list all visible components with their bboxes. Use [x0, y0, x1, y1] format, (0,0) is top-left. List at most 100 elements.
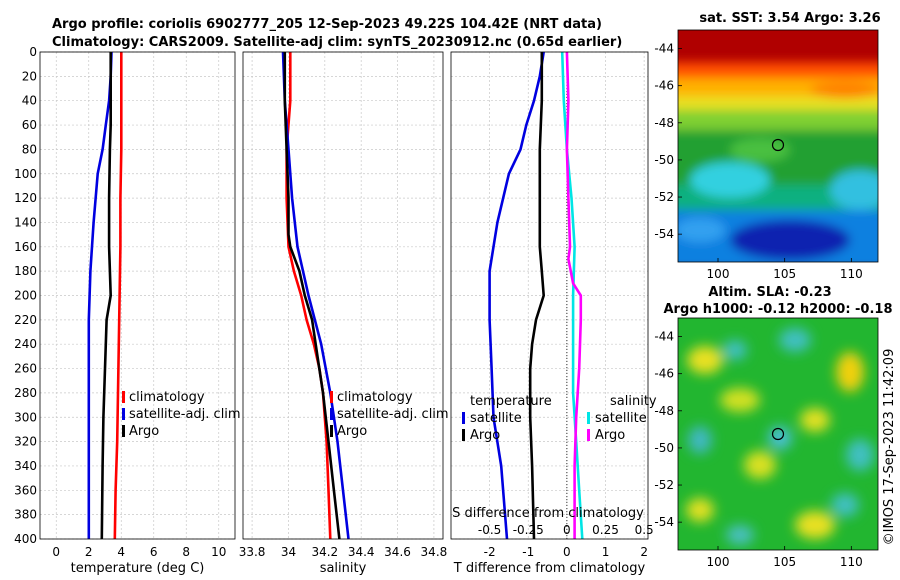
x-axis-label: temperature (deg C): [71, 561, 205, 576]
plot-frame: [450, 51, 649, 540]
y-tick-label: 400: [14, 532, 37, 546]
temperature-panel: 0 2 4 6 8 10 temperature (deg C) 0 20 40 60 80 100 12…: [14, 45, 241, 576]
sla-map-ticks: 100 105 110 -44 -46 -48 -50 -52 -54: [654, 330, 862, 569]
legend-swatch: [122, 391, 125, 403]
map-x-tick-label: 110: [840, 555, 863, 569]
legend-title-temperature: temperature: [470, 394, 552, 409]
x-tick-label: 1: [602, 545, 610, 559]
legend-swatch: [122, 425, 125, 437]
sla-argo-marker: [771, 427, 785, 441]
x-tick-label: 0: [563, 545, 571, 559]
legend-swatch-salinity: [587, 412, 590, 424]
legend-label: climatology: [129, 390, 205, 405]
secondary-axis-label: S difference from climatology: [452, 506, 644, 521]
series-line-temperature-satellite: [488, 51, 545, 540]
map-y-tick-label: -46: [654, 367, 674, 381]
y-tick-label: 120: [14, 191, 37, 205]
legend-label: Argo: [129, 424, 159, 439]
sla-map-title: Altim. SLA: -0.23: [708, 285, 831, 300]
x-tick-label: 2: [85, 545, 93, 559]
series-line-satellite-adj.-clim: [87, 51, 113, 539]
legend-label: climatology: [337, 390, 413, 405]
legend-swatch: [330, 391, 333, 403]
sst-map-title: sat. SST: 3.54 Argo: 3.26: [699, 11, 880, 26]
y-tick-label: 340: [14, 459, 37, 473]
legend-swatch: [122, 408, 125, 420]
salinity-panel: 33.8 34 34.2 34.4 34.6 34.8 salinity climatolog…: [239, 51, 449, 576]
y-tick-label: 0: [29, 45, 37, 59]
x-tick-label: 2: [640, 545, 648, 559]
legend-swatch-temperature: [462, 412, 465, 424]
y-tick-label: 80: [22, 142, 37, 156]
map-x-tick-label: 100: [707, 267, 730, 281]
legend-label-salinity: Argo: [595, 428, 625, 443]
difference-panel: -2 -1 0 1 2 T difference from climatology temp…: [450, 51, 657, 576]
legend-swatch-temperature: [462, 429, 465, 441]
y-tick-label: 140: [14, 215, 37, 229]
x-axis-label: T difference from climatology: [453, 561, 646, 576]
y-tick-label: 20: [22, 69, 37, 83]
sst-map: sat. SST: 3.54 Argo: 3.26 100 105 110 -44: [654, 11, 880, 281]
legend-title-salinity: salinity: [610, 394, 657, 409]
map-y-tick-label: -46: [654, 79, 674, 93]
x-tick-label: 8: [182, 545, 190, 559]
x-tick-label: 10: [211, 545, 226, 559]
x-axis-label: salinity: [320, 561, 367, 576]
legend-label: Argo: [337, 424, 367, 439]
y-tick-label: 320: [14, 435, 37, 449]
legend-swatch-salinity: [587, 429, 590, 441]
sla-map-subtitle: Argo h1000: -0.12 h2000: -0.18: [663, 302, 892, 317]
map-x-tick-label: 105: [773, 267, 796, 281]
series-line-salinity-satellite: [560, 51, 584, 540]
map-y-tick-label: -54: [654, 515, 674, 529]
plot-frame: [39, 51, 236, 540]
figure-title-line-2: Climatology: CARS2009. Satellite-adj cli…: [52, 35, 622, 50]
y-tick-label: 200: [14, 289, 37, 303]
secondary-tick-label: -0.5: [478, 523, 501, 537]
map-y-tick-label: -50: [654, 441, 674, 455]
map-y-tick-label: -52: [654, 478, 674, 492]
sla-map-image: [678, 318, 878, 550]
series-line-salinity-argo: [565, 51, 583, 539]
y-tick-label: 180: [14, 264, 37, 278]
map-x-tick-label: 110: [840, 267, 863, 281]
map-x-tick-label: 105: [773, 555, 796, 569]
series-line-temperature-argo: [528, 52, 546, 540]
y-tick-label: 380: [14, 508, 37, 522]
x-tick-label: 34: [281, 545, 296, 559]
imos-credit: ©IMOS 17-Sep-2023 11:42:09: [882, 349, 897, 546]
legend-label-temperature: satellite: [470, 411, 522, 426]
x-tick-label: 4: [117, 545, 125, 559]
sst-map-image: [678, 30, 878, 262]
legend-swatch: [330, 425, 333, 437]
y-tick-label: 220: [14, 313, 37, 327]
legend-label-salinity: satellite: [595, 411, 647, 426]
y-tick-label: 300: [14, 410, 37, 424]
map-y-tick-label: -44: [654, 330, 674, 344]
x-tick-label: 33.8: [239, 545, 266, 559]
x-tick-label: 34.8: [421, 545, 448, 559]
y-tick-label: 40: [22, 94, 37, 108]
legend-swatch: [330, 408, 333, 420]
x-tick-label: -1: [522, 545, 534, 559]
y-tick-label: 260: [14, 362, 37, 376]
x-tick-label: 34.4: [348, 545, 375, 559]
x-tick-label: 6: [150, 545, 158, 559]
y-tick-label: 280: [14, 386, 37, 400]
x-tick-label: 0: [52, 545, 60, 559]
sst-argo-marker: [771, 138, 785, 152]
map-y-tick-label: -44: [654, 42, 674, 56]
map-y-tick-label: -52: [654, 190, 674, 204]
map-y-tick-label: -54: [654, 227, 674, 241]
map-y-tick-label: -48: [654, 404, 674, 418]
y-tick-label: 360: [14, 483, 37, 497]
map-y-tick-label: -48: [654, 116, 674, 130]
legend-label: satellite-adj. clim: [337, 407, 449, 422]
x-tick-label: -2: [484, 545, 496, 559]
map-x-tick-label: 100: [707, 555, 730, 569]
secondary-tick-label: 0.5: [635, 523, 654, 537]
series-line-argo: [283, 52, 341, 540]
series-line-climatology: [113, 52, 123, 540]
